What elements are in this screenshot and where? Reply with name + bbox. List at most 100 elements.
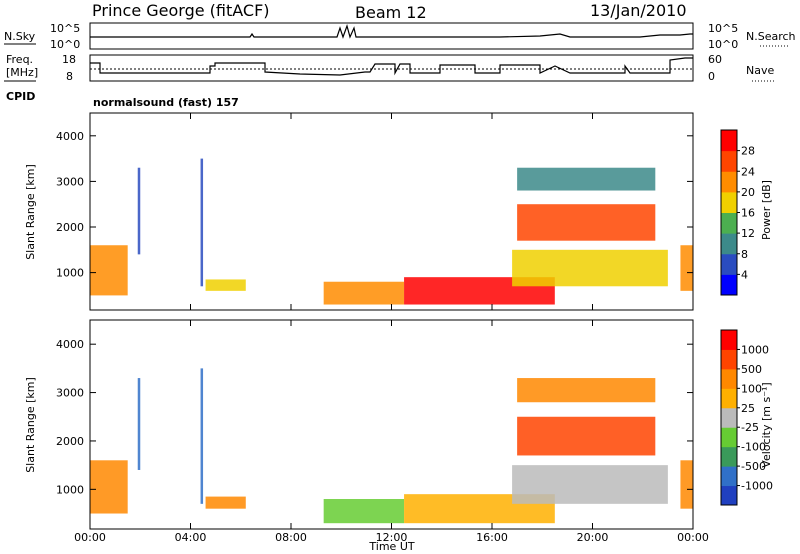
- power-colorbar-label: Power [dB]: [760, 180, 773, 240]
- nsky-tick-bottom: 10^0: [50, 38, 80, 51]
- power-region-2: [200, 158, 204, 287]
- velocity-ytick-label-3: 4000: [56, 338, 84, 351]
- beam-title: Beam 12: [355, 3, 427, 22]
- power-colorbar-swatch-5: [721, 171, 737, 193]
- velocity-colorbar-swatch-4: [721, 407, 737, 428]
- velocity-region-6: [512, 465, 668, 504]
- power-region-3: [205, 279, 246, 291]
- power-colorbar-swatch-2: [721, 233, 737, 255]
- velocity-colorbar-swatch-7: [721, 349, 737, 370]
- freq-label-2: [MHz]: [6, 66, 38, 79]
- velocity-region-9: [680, 460, 693, 509]
- velocity-colorbar-label: Velocity [m s⁻¹]: [760, 382, 773, 467]
- time-tick-label-0: 00:00: [74, 531, 106, 544]
- cpid-label: CPID: [6, 90, 35, 103]
- velocity-colorbar-tick-label-0: 1000: [741, 343, 769, 356]
- freq-tick-top: 18: [62, 53, 76, 66]
- power-region-1: [137, 167, 141, 255]
- time-axis: 00:00 04:00 08:00 12:00 16:00 20:00 00:00: [74, 531, 709, 544]
- power-panel: 1000 2000 3000 4000 Slant Range [km]: [24, 112, 694, 311]
- power-cells: [90, 158, 693, 305]
- nsky-strip: N.Sky 10^5 10^0 10^5 10^0 N.Search: [4, 22, 796, 51]
- time-tick-label-1: 04:00: [175, 531, 207, 544]
- date-title: 13/Jan/2010: [590, 1, 687, 20]
- time-tick-label-4: 16:00: [476, 531, 508, 544]
- power-region-7: [517, 204, 656, 241]
- nsearch-label: N.Search: [746, 30, 796, 43]
- cpid-value: normalsound (fast) 157: [93, 96, 239, 109]
- velocity-colorbar-swatch-6: [721, 368, 737, 389]
- velocity-region-4: [323, 499, 405, 524]
- velocity-ytick-label-2: 3000: [56, 387, 84, 400]
- time-tick-label-3: 12:00: [376, 531, 408, 544]
- velocity-colorbar-swatch-1: [721, 466, 737, 487]
- velocity-ytick-label-1: 2000: [56, 435, 84, 448]
- time-tick-label-6: 00:00: [677, 531, 709, 544]
- velocity-axis: 1000 2000 3000 4000: [56, 320, 694, 529]
- velocity-region-1: [137, 378, 141, 470]
- nave-tick-bottom: 0: [708, 70, 715, 83]
- velocity-colorbar-tick-label-2: 100: [741, 382, 762, 395]
- freq-line: [90, 57, 693, 76]
- velocity-cells: [90, 368, 693, 524]
- power-colorbar-tick-label-0: 28: [741, 145, 755, 158]
- velocity-region-2: [200, 368, 204, 504]
- velocity-colorbar-tick-label-4: -25: [741, 421, 759, 434]
- power-ytick-label-1: 2000: [56, 221, 84, 234]
- power-region-4: [323, 281, 405, 305]
- station-title: Prince George (fitACF): [92, 1, 270, 20]
- nsky-line: [90, 24, 693, 39]
- velocity-colorbar: 1000 500 100 25 -25 -100 -500 -1000: [720, 329, 773, 506]
- velocity-region-0: [90, 460, 128, 514]
- power-colorbar-tick-label-4: 12: [741, 227, 755, 240]
- power-region-9: [680, 245, 693, 291]
- power-colorbar-tick-label-6: 4: [741, 268, 748, 281]
- power-colorbar-swatch-6: [721, 150, 737, 172]
- time-axis-label: Time UT: [368, 540, 414, 553]
- time-tick-label-2: 08:00: [275, 531, 307, 544]
- velocity-colorbar-tick-label-5: -100: [741, 441, 766, 454]
- velocity-ylabel: Slant Range [km]: [24, 377, 37, 473]
- power-colorbar: 28 24 20 16 12 8 4: [720, 129, 755, 296]
- velocity-colorbar-tick-label-7: -1000: [741, 480, 773, 493]
- power-region-8: [517, 167, 656, 191]
- power-colorbar-swatch-0: [721, 274, 737, 296]
- freq-label-1: Freq.: [6, 53, 33, 66]
- velocity-colorbar-tick-label-6: -500: [741, 460, 766, 473]
- nsearch-tick-bottom: 10^0: [708, 38, 738, 51]
- power-axis: 1000 2000 3000 4000: [56, 113, 694, 310]
- velocity-colorbar-frame: [720, 329, 738, 506]
- velocity-panel: 1000 2000 3000 4000 Slant Range [km]: [24, 319, 694, 530]
- freq-strip: Freq. [MHz] 18 8 60 0 Nave: [4, 53, 776, 83]
- power-ytick-label-0: 1000: [56, 267, 84, 280]
- power-region-0: [90, 245, 128, 296]
- power-colorbar-swatch-3: [721, 212, 737, 234]
- velocity-colorbar-swatch-0: [721, 485, 737, 506]
- velocity-colorbar-swatch-8: [721, 330, 737, 350]
- power-colorbar-swatch-1: [721, 253, 737, 275]
- power-colorbar-tick-label-1: 24: [741, 165, 755, 178]
- nsky-label: N.Sky: [4, 30, 36, 43]
- power-colorbar-tick-label-5: 8: [741, 248, 748, 261]
- velocity-region-8: [517, 378, 656, 403]
- velocity-colorbar-swatch-5: [721, 388, 737, 409]
- power-ytick-label-2: 3000: [56, 175, 84, 188]
- velocity-colorbar-swatch-3: [721, 427, 737, 448]
- velocity-colorbar-swatch-2: [721, 446, 737, 467]
- freq-tick-bottom: 8: [66, 70, 73, 83]
- time-tick-label-5: 20:00: [577, 531, 609, 544]
- power-colorbar-swatch-7: [721, 130, 737, 152]
- power-colorbar-tick-label-3: 16: [741, 207, 755, 220]
- power-colorbar-tick-label-2: 20: [741, 186, 755, 199]
- velocity-colorbar-tick-label-3: 25: [741, 402, 755, 415]
- power-ylabel: Slant Range [km]: [24, 164, 37, 260]
- velocity-colorbar-tick-label-1: 500: [741, 363, 762, 376]
- power-ytick-label-3: 4000: [56, 130, 84, 143]
- nsearch-tick-top: 10^5: [708, 22, 738, 35]
- power-colorbar-swatch-4: [721, 191, 737, 213]
- velocity-region-3: [205, 496, 246, 509]
- velocity-region-7: [517, 416, 656, 456]
- nsky-tick-top: 10^5: [50, 22, 80, 35]
- nave-tick-top: 60: [708, 53, 722, 66]
